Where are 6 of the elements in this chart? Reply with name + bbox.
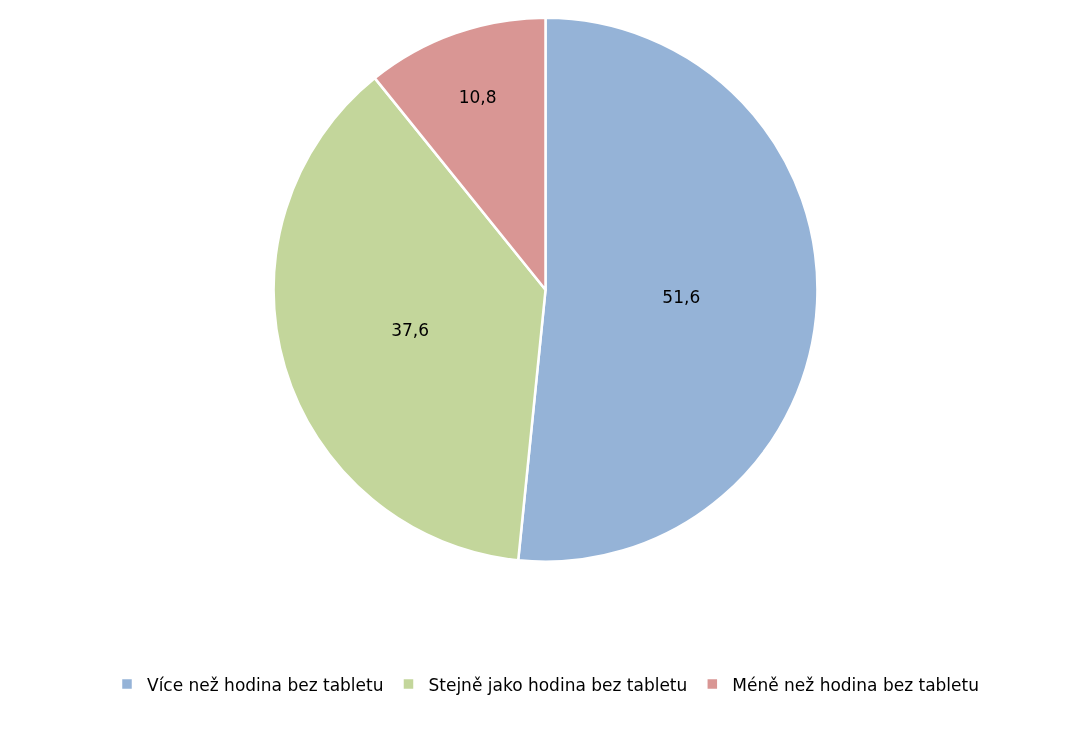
legend-label: Stejně jako hodina bez tabletu <box>428 674 688 695</box>
legend-label: Více než hodina bez tabletu <box>147 674 384 695</box>
data-label: 51,6 <box>662 286 701 307</box>
legend-label: Méně než hodina bez tabletu <box>732 674 979 695</box>
data-label: 10,8 <box>458 87 497 108</box>
data-label: 37,6 <box>391 320 430 341</box>
